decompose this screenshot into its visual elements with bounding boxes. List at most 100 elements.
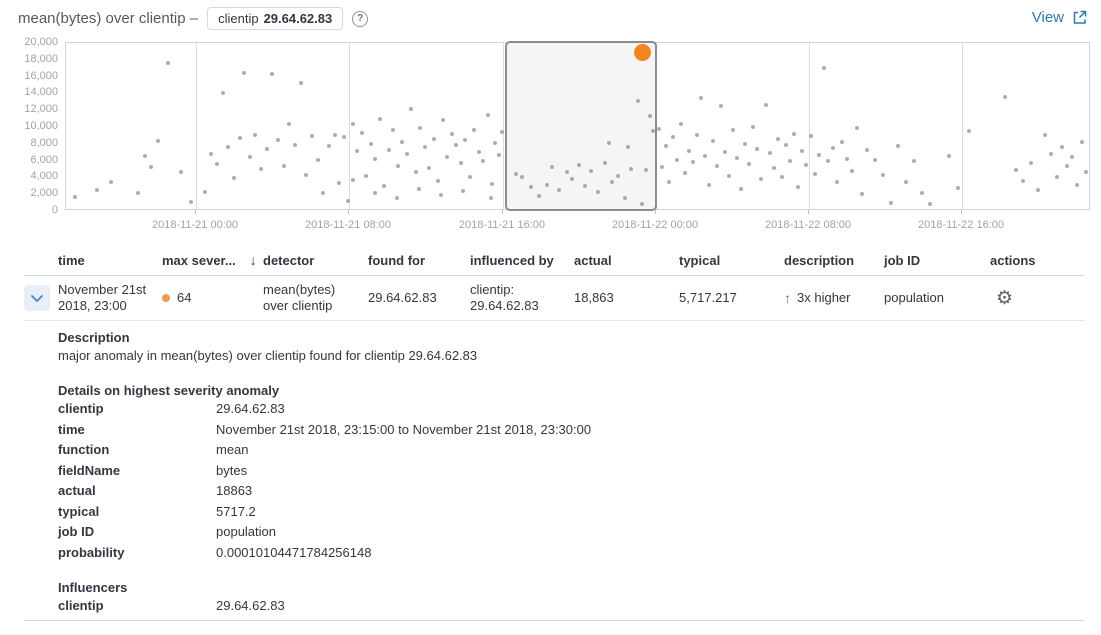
detail-field-label: time — [58, 421, 85, 437]
scatter-point — [889, 200, 893, 205]
scatter-point — [1021, 178, 1025, 183]
scatter-point — [459, 161, 463, 166]
x-axis-tickmark — [502, 210, 503, 214]
scatter-point — [1065, 164, 1069, 169]
scatter-point — [545, 182, 549, 187]
scatter-point — [209, 151, 213, 156]
scatter-point — [439, 193, 443, 198]
x-axis-tick-label: 2018-11-21 08:00 — [304, 219, 392, 231]
x-axis-tickmark — [808, 210, 809, 214]
scatter-point — [577, 162, 581, 167]
scatter-point — [881, 172, 885, 177]
column-header-max-sever-[interactable]: max sever... ↓ — [162, 252, 263, 268]
scatter-point — [364, 173, 368, 178]
scatter-point — [529, 184, 533, 189]
scatter-point — [719, 104, 723, 108]
detail-field-row: actual 18863 — [58, 481, 1085, 502]
scatter-point — [743, 141, 747, 146]
scatter-point — [238, 135, 242, 140]
clientip-filter-badge[interactable]: clientip 29.64.62.83 — [207, 7, 344, 30]
description-text: 3x higher — [797, 290, 851, 305]
anomaly-marker[interactable] — [633, 44, 651, 62]
detail-field-label: function — [58, 442, 110, 457]
scatter-point — [920, 191, 924, 196]
scatter-point — [493, 140, 497, 145]
scatter-point — [759, 177, 763, 182]
scatter-point — [557, 188, 561, 192]
cell-influenced-by: clientip: 29.64.62.83 — [470, 282, 539, 313]
column-header-detector[interactable]: detector — [263, 252, 368, 268]
scatter-point — [369, 141, 373, 146]
influencers-field-list: clientip 29.64.62.83 — [58, 596, 1085, 617]
scatter-point — [699, 96, 703, 101]
column-header-found-for[interactable]: found for — [368, 252, 470, 268]
column-header-time[interactable]: time — [58, 252, 162, 268]
detail-field-value: 29.64.62.83 — [216, 598, 285, 613]
scatter-point — [784, 143, 788, 148]
anomaly-scatter-chart[interactable] — [65, 41, 1090, 211]
help-icon[interactable]: ? — [352, 10, 369, 27]
details-heading: Details on highest severity anomaly — [58, 383, 280, 398]
scatter-point — [831, 146, 835, 150]
scatter-point — [800, 149, 804, 154]
scatter-point — [537, 193, 541, 198]
scatter-point — [967, 129, 971, 134]
scatter-point — [486, 113, 490, 118]
column-header-typical[interactable]: typical — [679, 252, 784, 268]
scatter-point — [735, 156, 739, 161]
column-header-actual[interactable]: actual — [574, 252, 679, 268]
scatter-point — [1049, 151, 1053, 156]
detail-field-row: clientip 29.64.62.83 — [58, 399, 1085, 420]
view-link[interactable]: View — [1032, 9, 1088, 26]
scatter-point — [215, 161, 219, 166]
scatter-point — [265, 146, 269, 151]
scatter-point — [355, 149, 359, 154]
cell-job-id: population — [884, 290, 944, 305]
cell-description: ↑ 3x higher — [784, 290, 884, 306]
scatter-point — [248, 155, 252, 160]
external-link-icon — [1073, 10, 1087, 24]
column-header-label: found for — [368, 252, 426, 268]
scatter-point — [804, 162, 808, 167]
scatter-point — [855, 125, 859, 130]
column-header-job-id[interactable]: job ID — [884, 252, 990, 268]
scatter-point — [739, 187, 743, 192]
y-axis-tick-label: 0 — [51, 204, 58, 216]
scatter-point — [203, 189, 207, 194]
table-row[interactable]: November 21st 2018, 23:00 64 mean(bytes)… — [24, 276, 1085, 321]
scatter-point — [497, 152, 501, 157]
scatter-point — [667, 180, 671, 185]
scatter-point — [299, 81, 303, 86]
scatter-point — [707, 182, 711, 187]
scatter-point — [616, 173, 620, 178]
description-heading: Description — [58, 330, 130, 345]
scatter-point — [282, 164, 286, 169]
column-header-influenced-by[interactable]: influenced by — [470, 252, 574, 268]
scatter-point — [489, 195, 493, 200]
y-axis-tick-label: 4,000 — [30, 170, 58, 183]
detail-field-value: mean — [216, 442, 249, 457]
scatter-point — [1084, 170, 1088, 175]
y-axis-tick-label: 10,000 — [24, 120, 58, 132]
scatter-point — [143, 154, 147, 159]
detail-field-label: clientip — [58, 401, 104, 416]
gridline — [349, 43, 350, 209]
scatter-point — [310, 134, 314, 139]
gridline — [962, 43, 963, 209]
scatter-point — [731, 128, 735, 133]
column-header-actions[interactable]: actions — [990, 252, 1085, 268]
scatter-point — [136, 191, 140, 196]
scatter-point — [703, 153, 707, 158]
scatter-point — [626, 145, 630, 150]
detail-field-row: probability 0.00010104471784256148 — [58, 543, 1085, 564]
scatter-point — [351, 177, 355, 182]
y-axis-tick-label: 18,000 — [24, 52, 58, 65]
scatter-point — [751, 125, 755, 129]
row-actions-button[interactable]: ⚙ — [990, 289, 1013, 308]
scatter-point — [687, 148, 691, 153]
collapse-row-button[interactable] — [24, 285, 50, 311]
column-header-description[interactable]: description — [784, 252, 884, 268]
column-header-expand — [24, 252, 58, 268]
scatter-point — [1043, 133, 1047, 138]
